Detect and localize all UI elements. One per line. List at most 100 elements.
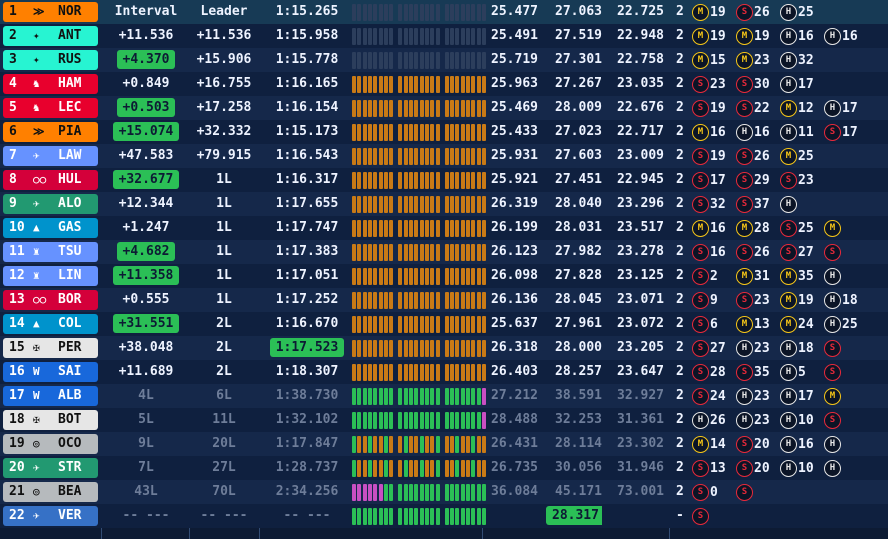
driver-code[interactable]: SAI: [58, 364, 82, 379]
tyre-compound-icon: H: [824, 460, 841, 477]
tyre-compound-icon: H: [780, 364, 797, 381]
mini-sector-bar: [466, 436, 470, 453]
driver-row[interactable]: 7 ✈ LAW +47.583 +79.915 1:16.543 25.931 27.603 2…: [0, 144, 888, 168]
mini-sector-bar: [466, 412, 470, 429]
driver-row[interactable]: 16 W SAI +11.689 2L 1:18.307 26.403 28.257 23.64…: [0, 360, 888, 384]
driver-code[interactable]: STR: [58, 460, 82, 475]
mini-sector-bar: [455, 76, 460, 93]
team-color-tag: [3, 194, 98, 214]
sector-time-text: 25.477: [491, 4, 538, 19]
mini-sector-bar: [389, 484, 394, 501]
driver-code[interactable]: ANT: [58, 28, 82, 43]
driver-row[interactable]: 8 ○○ HUL +32.677 1L 1:16.317 25.921 27.451 22.94…: [0, 168, 888, 192]
mini-sector-bar: [362, 508, 367, 525]
driver-code[interactable]: RUS: [58, 52, 82, 67]
mini-sector-bar: [444, 28, 449, 45]
mini-sector-bar: [389, 244, 394, 261]
mini-sector-bar: [466, 244, 470, 261]
driver-row[interactable]: 10 ▲ GAS +1.247 1L 1:17.747 26.199 28.031 23.517…: [0, 216, 888, 240]
driver-code[interactable]: HAM: [58, 76, 82, 91]
driver-row[interactable]: 11 ♜ TSU +4.682 1L 1:17.383 26.123 27.982 23.278…: [0, 240, 888, 264]
mini-sector-bar: [460, 460, 465, 477]
mini-sector-bar: [383, 268, 388, 285]
sector-time: 26.199: [484, 216, 538, 240]
interval-text: +0.555: [122, 292, 170, 307]
sector-time-text: 25.931: [491, 148, 538, 163]
leader-gap: +11.536: [196, 28, 252, 43]
mini-sector-bar: [444, 412, 449, 429]
mini-sector-bar: [398, 100, 403, 117]
driver-code[interactable]: ALB: [58, 388, 82, 403]
mini-sector-bar: [409, 124, 413, 141]
mini-sectors: [352, 76, 486, 93]
driver-row[interactable]: 17 W ALB 4L 6L 1:38.730 27.212 38.591 32.927 2 S 24…: [0, 384, 888, 408]
driver-code[interactable]: TSU: [58, 244, 82, 259]
driver-row[interactable]: 6 ≫ PIA +15.074 +32.332 1:15.173 25.433 27.023 2…: [0, 120, 888, 144]
driver-code[interactable]: OCO: [58, 436, 82, 451]
mini-sector-bar: [414, 220, 419, 237]
driver-code[interactable]: LAW: [58, 148, 82, 163]
sector-time-text: 23.071: [617, 292, 664, 307]
driver-code[interactable]: PIA: [58, 124, 82, 139]
mini-sector-bar: [481, 196, 486, 213]
driver-code[interactable]: LEC: [58, 100, 82, 115]
driver-code[interactable]: PER: [58, 340, 82, 355]
tyre-history: 2 S 23 S 30 H 17: [676, 72, 888, 96]
tyre-compound-icon: S: [736, 4, 753, 21]
team-color-tag: [3, 242, 98, 262]
sector-time: 25.963: [484, 72, 538, 96]
driver-code[interactable]: ALO: [58, 196, 82, 211]
driver-code[interactable]: LIN: [58, 268, 82, 283]
sector-time: 22.758: [608, 48, 664, 72]
mini-sector-bar: [419, 172, 424, 189]
driver-code[interactable]: BOR: [58, 292, 82, 307]
mini-sector-bar: [409, 172, 413, 189]
interval-text: 43L: [134, 484, 158, 499]
driver-row[interactable]: 18 ✠ BOT 5L 11L 1:32.102 28.488 32.253 31.361 2 H 2…: [0, 408, 888, 432]
sector-time-text: 28.114: [555, 436, 602, 451]
stint-laps: 16: [798, 437, 814, 452]
driver-code[interactable]: GAS: [58, 220, 82, 235]
driver-row[interactable]: 19 ◎ OCO 9L 20L 1:17.847 26.431 28.114 23.302 2 M 1…: [0, 432, 888, 456]
sector-time: 22.945: [608, 168, 664, 192]
driver-row[interactable]: 3 ✦ RUS +4.370 +15.906 1:15.778 25.719 27.301 22…: [0, 48, 888, 72]
driver-code[interactable]: BEA: [58, 484, 82, 499]
mini-sector-bar: [481, 460, 486, 477]
mini-sector-bar: [471, 316, 476, 333]
driver-row[interactable]: 1 ≫ NOR Interval Leader 1:15.265 25.477 27.063 2…: [0, 0, 888, 24]
driver-row[interactable]: 22 ✈ VER -- --- -- --- -- --- 28.317 - S: [0, 504, 888, 528]
driver-row[interactable]: 20 ✈ STR 7L 27L 1:28.737 26.735 30.056 31.946 2 S 1…: [0, 456, 888, 480]
position-number: 16: [9, 364, 25, 379]
stint-laps: 30: [754, 77, 770, 92]
driver-row[interactable]: 21 ◎ BEA 43L 70L 2:34.256 36.084 45.171 73.001 2 S…: [0, 480, 888, 504]
stint-laps: 29: [754, 173, 770, 188]
driver-row[interactable]: 2 ✦ ANT +11.536 +11.536 1:15.958 25.491 27.519 2…: [0, 24, 888, 48]
driver-row[interactable]: 14 ▲ COL +31.551 2L 1:16.670 25.637 27.961 23.07…: [0, 312, 888, 336]
driver-code[interactable]: BOT: [58, 412, 82, 427]
sector-time-text: 23.302: [617, 436, 664, 451]
driver-row[interactable]: 13 ○○ BOR +0.555 1L 1:17.252 26.136 28.045 23.07…: [0, 288, 888, 312]
tyre-compound-icon: S: [692, 292, 709, 309]
driver-row[interactable]: 5 ♞ LEC +0.503 +17.258 1:16.154 25.469 28.009 22…: [0, 96, 888, 120]
driver-code[interactable]: NOR: [58, 4, 82, 19]
mini-sector-bar: [430, 172, 435, 189]
driver-row[interactable]: 9 ✈ ALO +12.344 1L 1:17.655 26.319 28.040 23.296…: [0, 192, 888, 216]
mini-sector-bar: [424, 244, 429, 261]
driver-row[interactable]: 4 ♞ HAM +0.849 +16.755 1:16.165 25.963 27.267 23…: [0, 72, 888, 96]
mini-sectors: [352, 148, 486, 165]
tyre-compound-icon: S: [692, 484, 709, 501]
driver-code[interactable]: VER: [58, 508, 82, 523]
driver-row[interactable]: 15 ✠ PER +38.048 2L 1:17.523 26.318 28.000 23.20…: [0, 336, 888, 360]
sector-time-text: 23.125: [617, 268, 664, 283]
interval-value: 4L: [104, 384, 188, 408]
driver-code[interactable]: COL: [58, 316, 82, 331]
mini-sector-bar: [471, 28, 476, 45]
mini-sector-bar: [398, 148, 403, 165]
mini-sector-bar: [352, 508, 356, 525]
team-logo-icon: ✠: [33, 341, 40, 354]
sector-time: 25.469: [484, 96, 538, 120]
interval-value: 7L: [104, 456, 188, 480]
sector-time-text: 26.318: [491, 340, 538, 355]
driver-code[interactable]: HUL: [58, 172, 82, 187]
driver-row[interactable]: 12 ♜ LIN +11.358 1L 1:17.051 26.098 27.828 23.12…: [0, 264, 888, 288]
